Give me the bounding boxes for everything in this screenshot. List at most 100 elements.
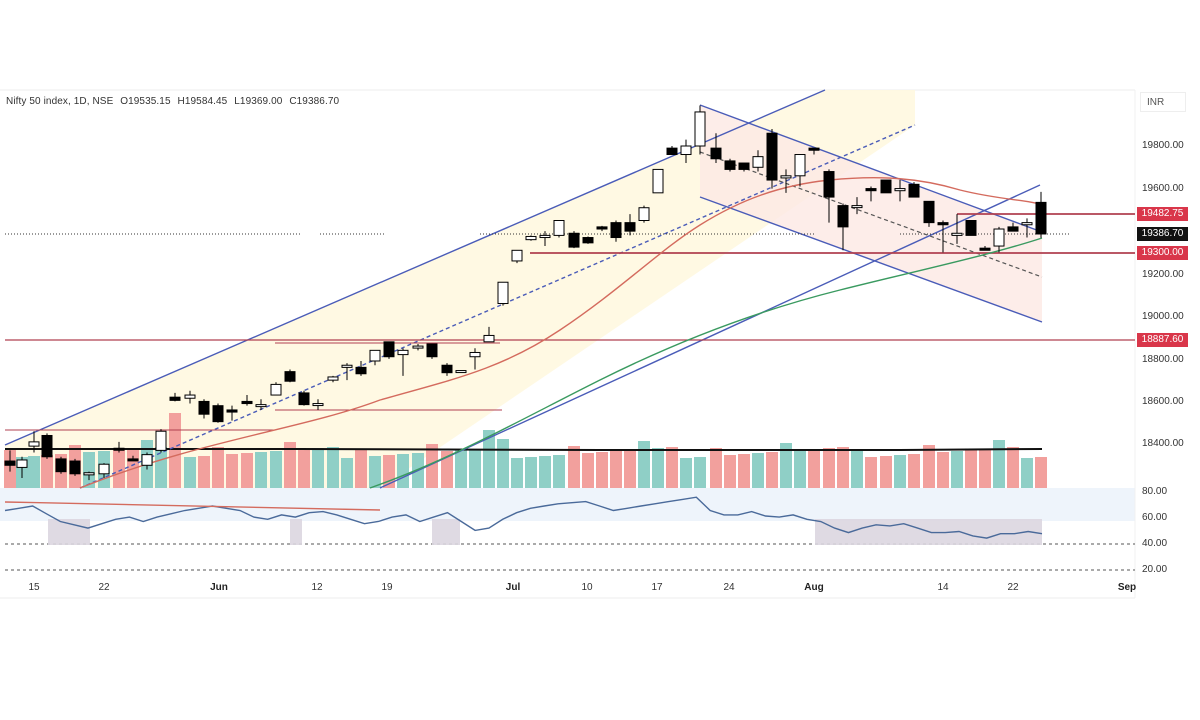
oscillator-tick-label: 20.00 (1142, 564, 1168, 575)
price-tick-label: 18600.00 (1142, 396, 1184, 407)
candle-down (169, 396, 181, 401)
candle-down (596, 226, 608, 230)
volume-bar (738, 454, 750, 488)
rsi-background (0, 488, 1135, 521)
candle-down (582, 237, 594, 244)
candle-up (553, 220, 565, 236)
volume-bar (694, 457, 706, 488)
volume-bar (83, 452, 95, 488)
ascending-channel-mid (79, 124, 916, 489)
volume-bar (710, 448, 722, 488)
rsi-line (4, 496, 1043, 539)
candle-up (752, 156, 764, 168)
volume-bar (553, 455, 565, 488)
candle-up (98, 463, 110, 475)
candle-down (284, 371, 296, 382)
price-tick-label: 19000.00 (1142, 311, 1184, 322)
descending-channel-mid (699, 151, 1043, 278)
price-level-tag: 19386.70 (1137, 227, 1188, 241)
descending-channel-lower (699, 196, 1043, 323)
candle-down (766, 132, 778, 181)
open-value: O19535.15 (120, 96, 171, 107)
volume-bar (455, 450, 467, 488)
candle-up (680, 145, 692, 156)
volume-bar (426, 444, 438, 488)
price-level-tag: 18887.60 (1137, 333, 1188, 347)
volume-bar (1021, 458, 1033, 488)
ema-20-line (79, 177, 1043, 489)
time-tick-label: Aug (804, 582, 824, 593)
volume-bar (369, 456, 381, 488)
candle-up (455, 370, 467, 374)
volume-bar (312, 448, 324, 488)
volume-bar (284, 442, 296, 488)
candle-down (55, 458, 67, 473)
volume-bar (724, 455, 736, 488)
volume-bar (270, 451, 282, 488)
volume-bar (808, 449, 820, 488)
volume-bar (198, 456, 210, 488)
volume-bar (851, 450, 863, 488)
candle-down (923, 200, 935, 224)
candle-down (198, 400, 210, 415)
candle-up (894, 188, 906, 192)
time-tick-label: Jun (210, 582, 228, 593)
volume-bar (113, 450, 125, 488)
symbol-legend: Nifty 50 index, 1D, NSE O19535.15 H19584… (6, 96, 343, 107)
candle-up (469, 351, 481, 358)
currency-button[interactable]: INR (1140, 92, 1186, 112)
oscillator-tick-label: 80.00 (1142, 486, 1168, 497)
volume-bar (937, 452, 949, 488)
volume-bar (823, 448, 835, 488)
candle-down (610, 222, 622, 239)
ascending-channel-lower (379, 184, 1041, 489)
candle-up (694, 111, 706, 147)
candle-up (638, 207, 650, 222)
candle-up (327, 376, 339, 381)
volume-bar (894, 455, 906, 488)
candle-down (113, 447, 125, 451)
candle-down (937, 222, 949, 226)
volume-bar (497, 439, 509, 488)
price-tick-label: 19600.00 (1142, 183, 1184, 194)
volume-bar (1035, 457, 1047, 488)
candle-up (255, 404, 267, 408)
volume-bar (865, 457, 877, 488)
candle-up (1021, 222, 1033, 226)
price-tick-label: 19800.00 (1142, 140, 1184, 151)
candle-up (652, 168, 664, 194)
volume-bar (596, 452, 608, 488)
candle-down (808, 147, 820, 151)
volume-bar (766, 452, 778, 488)
candle-up (397, 349, 409, 356)
candle-down (1035, 201, 1047, 235)
volume-bar (155, 447, 167, 488)
candle-down (441, 364, 453, 374)
volume-bar (951, 451, 963, 488)
candle-down (823, 171, 835, 198)
price-tick-label: 18800.00 (1142, 354, 1184, 365)
candle-up (341, 364, 353, 368)
candle-down (837, 205, 849, 228)
volume-bar (511, 458, 523, 488)
volume-bar (680, 458, 692, 488)
candle-down (1007, 226, 1019, 232)
candle-down (965, 220, 977, 236)
candle-up (369, 349, 381, 362)
candle-up (312, 403, 324, 407)
volume-bar (28, 456, 40, 488)
candle-up (780, 175, 792, 179)
candle-down (4, 460, 16, 466)
candle-up (155, 430, 167, 451)
candle-down (426, 343, 438, 358)
volume-bar (255, 452, 267, 488)
candle-up (412, 345, 424, 349)
ascending-channel-fill (5, 90, 915, 488)
candle-up (83, 472, 95, 476)
volume-bar (880, 456, 892, 488)
candle-down (738, 162, 750, 170)
volume-bar (539, 456, 551, 488)
candle-down (212, 405, 224, 423)
